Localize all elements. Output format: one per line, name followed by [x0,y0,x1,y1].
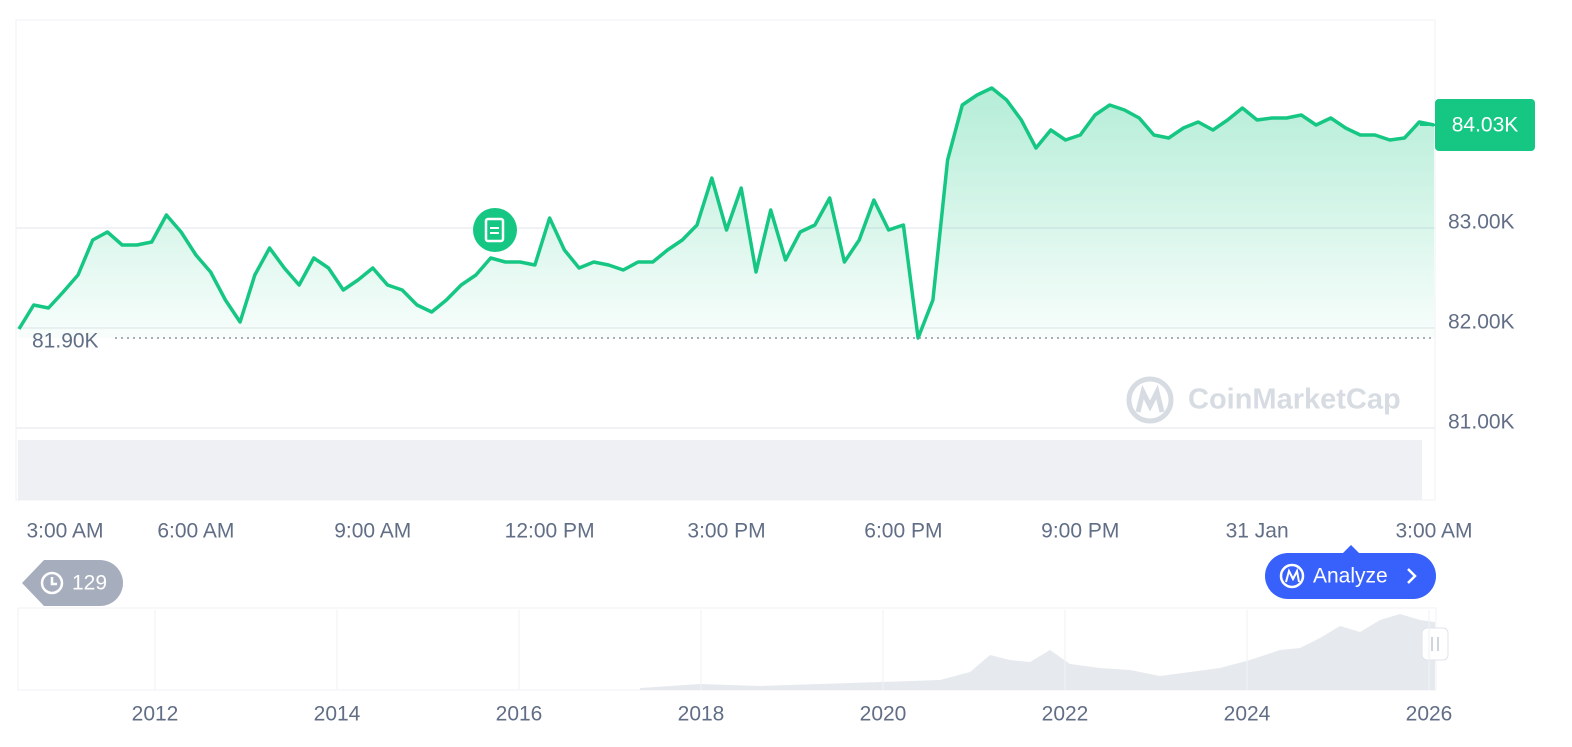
news-icon[interactable] [473,208,517,252]
x-tick-label: 6:00 AM [157,520,234,543]
navigator-label: 2016 [496,703,543,726]
navigator-label: 2020 [860,703,907,726]
history-count: 129 [72,572,107,595]
volume-area [18,440,1422,500]
x-tick-label: 3:00 AM [1395,520,1472,543]
y-tick-label: 81.00K [1448,411,1515,434]
current-price-badge [1435,99,1535,151]
navigator-handle[interactable] [1421,627,1449,661]
area-layer [19,88,1434,338]
watermark: CoinMarketCap [1126,376,1401,424]
analyze-label: Analyze [1313,565,1388,588]
x-tick-label: 3:00 PM [687,520,765,543]
x-tick-label: 31 Jan [1226,520,1289,543]
navigator [17,607,1449,691]
x-tick-label: 3:00 AM [26,520,103,543]
navigator-label: 2018 [678,703,725,726]
current-price-label: 84.03K [1452,114,1519,137]
price-area [19,88,1434,338]
low-label: 81.90K [32,330,99,353]
navigator-label: 2026 [1406,703,1453,726]
y-tick-label: 82.00K [1448,311,1515,334]
navigator-area [640,614,1435,690]
navigator-label: 2024 [1224,703,1271,726]
x-tick-label: 12:00 PM [505,520,595,543]
navigator-label: 2022 [1042,703,1089,726]
navigator-label: 2012 [132,703,179,726]
line-layer [17,86,1435,340]
x-tick-label: 6:00 PM [864,520,942,543]
x-tick-label: 9:00 AM [334,520,411,543]
navigator-label: 2014 [314,703,361,726]
history-badge[interactable]: 129 [22,560,124,606]
analyze-button[interactable]: Analyze [1265,545,1436,599]
x-tick-label: 9:00 PM [1041,520,1119,543]
watermark-text: CoinMarketCap [1188,384,1401,416]
price-line [17,86,1435,340]
y-tick-label: 83.00K [1448,211,1515,234]
